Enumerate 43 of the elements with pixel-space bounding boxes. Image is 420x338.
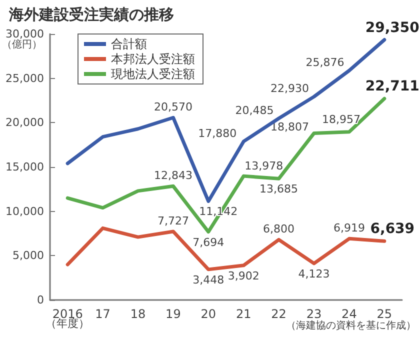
data-label: 6,919 (333, 222, 365, 235)
x-tick-label: 21 (236, 307, 252, 321)
chart-title: 海外建設受注実績の推移 (8, 6, 174, 24)
x-tick-label: 23 (306, 307, 322, 321)
data-label: 18,957 (322, 112, 360, 126)
data-label: 3,448 (192, 273, 224, 286)
data-label: 13,978 (244, 160, 284, 173)
y-tick-label: 30,000 (6, 28, 44, 40)
data-label: 22,930 (270, 82, 309, 96)
data-label: 22,711 (365, 78, 420, 95)
data-label: 12,843 (154, 169, 192, 182)
data-label: 20,570 (154, 100, 192, 114)
data-label: 20,485 (235, 104, 274, 117)
y-tick-label: 5,000 (12, 249, 44, 262)
y-tick-label: 15,000 (6, 160, 44, 174)
y-tick-label: 0 (37, 294, 44, 306)
data-label: 7,727 (157, 214, 189, 228)
data-label: 6,639 (370, 221, 415, 238)
data-label: 3,902 (228, 269, 260, 282)
data-label: 13,685 (260, 182, 298, 196)
x-tick-label: 17 (95, 307, 110, 321)
y-tick-label: 25,000 (6, 72, 44, 85)
y-axis-title: （億円） (2, 38, 42, 50)
data-label: 17,880 (198, 126, 237, 140)
data-label: 29,350 (365, 20, 420, 36)
data-label: 18,807 (270, 120, 309, 134)
x-tick-label: 18 (130, 307, 146, 321)
x-tick-label: 25 (376, 307, 392, 321)
data-label: 4,123 (298, 267, 330, 280)
x-axis-title: （年度） (46, 317, 90, 330)
data-label: 7,694 (192, 236, 224, 249)
x-tick-label: 20 (200, 307, 216, 321)
text: （海建協の資料を基に作成） (286, 320, 416, 332)
legend-label: 現地法人受注額 (111, 67, 195, 81)
x-tick-label: 24 (342, 307, 357, 321)
x-tick-label: 19 (166, 307, 181, 321)
y-tick-label: 20,000 (6, 116, 44, 130)
x-tick-label: 22 (271, 307, 286, 321)
y-tick-label: 10,000 (6, 204, 44, 218)
legend-label: 合計額 (111, 37, 147, 51)
legend-label: 本邦法人受注額 (111, 52, 195, 66)
data-label: 6,800 (263, 222, 295, 236)
data-label: 25,876 (306, 56, 344, 70)
